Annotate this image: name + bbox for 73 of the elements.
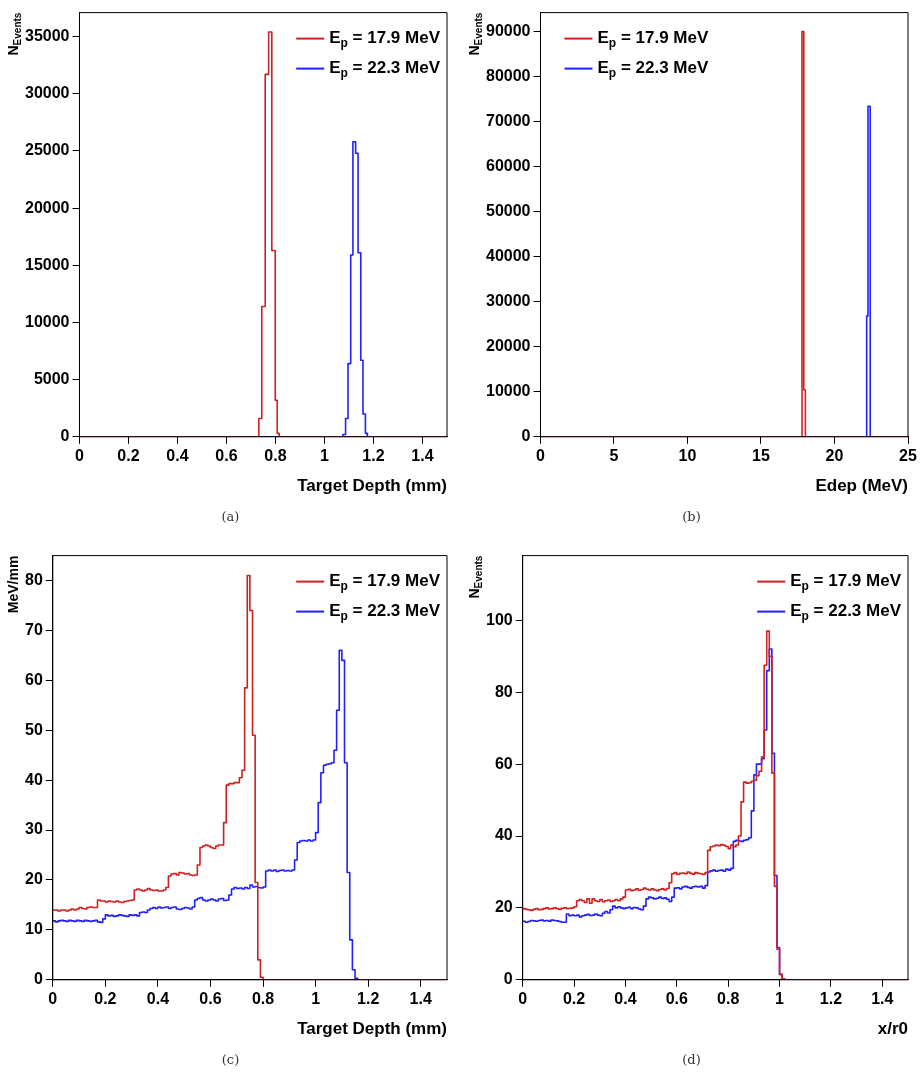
x-tick-label: 0 bbox=[75, 446, 85, 464]
y-tick-label: 80 bbox=[494, 682, 513, 700]
y-tick-label: 20000 bbox=[485, 337, 531, 355]
text: (d) bbox=[681, 1052, 702, 1067]
x-tick-label: 1 bbox=[775, 989, 785, 1007]
y-tick-label: 30 bbox=[25, 820, 43, 838]
x-tick-label: 1 bbox=[311, 989, 321, 1007]
y-tick-label: 25000 bbox=[24, 141, 70, 159]
y-tick-label: 0 bbox=[503, 970, 513, 988]
y-tick-label: 30000 bbox=[485, 292, 531, 310]
x-axis-title: Target Depth (mm) bbox=[297, 1019, 448, 1039]
x-tick-label: 1.2 bbox=[362, 446, 385, 464]
y-tick-label: 60 bbox=[494, 754, 513, 772]
y-tick-label: 60 bbox=[25, 670, 43, 688]
x-tick-label: 0.2 bbox=[94, 989, 117, 1007]
text: (a) bbox=[220, 509, 241, 524]
x-tick-label: 1.4 bbox=[411, 446, 434, 464]
y-tick-label: 5000 bbox=[33, 370, 70, 388]
y-tick-label: 80 bbox=[25, 570, 43, 588]
y-tick-label: 40000 bbox=[485, 247, 531, 265]
y-tick-label: 100 bbox=[485, 610, 513, 628]
x-tick-label: 0.6 bbox=[215, 446, 238, 464]
y-tick-label: 0 bbox=[33, 970, 43, 988]
y-tick-label: 40 bbox=[494, 826, 513, 844]
x-tick-label: 0.6 bbox=[199, 989, 222, 1007]
y-tick-label: 70000 bbox=[485, 111, 531, 129]
x-tick-label: 10 bbox=[678, 446, 697, 464]
x-tick-label: 1 bbox=[320, 446, 330, 464]
y-tick-label: 20 bbox=[25, 870, 43, 888]
x-axis-title: x/r0 bbox=[877, 1019, 908, 1039]
x-tick-label: 1.2 bbox=[357, 989, 380, 1007]
x-tick-label: 0.2 bbox=[117, 446, 140, 464]
x-tick-label: 1.4 bbox=[871, 989, 894, 1007]
y-tick-label: 20 bbox=[494, 898, 513, 916]
x-tick-label: 0.4 bbox=[614, 989, 637, 1007]
x-tick-label: 20 bbox=[825, 446, 844, 464]
y-tick-label: 10 bbox=[25, 920, 43, 938]
x-axis-title: Edep (MeV) bbox=[815, 476, 908, 496]
x-tick-label: 1.4 bbox=[409, 989, 432, 1007]
x-tick-label: 15 bbox=[752, 446, 770, 464]
text: (c) bbox=[220, 1052, 241, 1067]
y-tick-label: 80000 bbox=[485, 66, 531, 84]
x-tick-label: 0.4 bbox=[166, 446, 189, 464]
x-tick-label: 0.2 bbox=[562, 989, 586, 1007]
y-tick-label: 20000 bbox=[24, 198, 70, 216]
x-tick-label: 0.8 bbox=[264, 446, 287, 464]
y-axis-title: NEvents bbox=[465, 12, 485, 56]
x-tick-label: 0 bbox=[536, 446, 546, 464]
y-tick-label: 40 bbox=[25, 770, 43, 788]
y-tick-label: 90000 bbox=[485, 21, 531, 39]
x-tick-label: 0.8 bbox=[717, 989, 740, 1007]
y-tick-label: 50000 bbox=[485, 202, 531, 220]
x-tick-label: 25 bbox=[899, 446, 917, 464]
y-tick-label: 0 bbox=[521, 427, 531, 445]
x-tick-label: 0.6 bbox=[665, 989, 689, 1007]
y-tick-label: 15000 bbox=[24, 255, 70, 273]
y-tick-label: 30000 bbox=[24, 84, 70, 102]
y-tick-label: 60000 bbox=[485, 157, 531, 175]
y-tick-label: 50 bbox=[25, 720, 43, 738]
y-tick-label: 10000 bbox=[485, 382, 531, 400]
text: (b) bbox=[681, 509, 702, 524]
y-axis-title: NEvents bbox=[465, 555, 485, 599]
y-tick-label: 35000 bbox=[24, 27, 70, 45]
y-tick-label: 70 bbox=[25, 620, 43, 638]
x-tick-label: 1.2 bbox=[819, 989, 843, 1007]
y-tick-label: 0 bbox=[60, 427, 70, 445]
x-axis-title: Target Depth (mm) bbox=[297, 476, 448, 496]
y-axis-title: MeV/mm bbox=[4, 555, 21, 614]
x-tick-label: 0.8 bbox=[251, 989, 275, 1007]
y-tick-label: 10000 bbox=[24, 312, 70, 330]
x-tick-label: 5 bbox=[609, 446, 619, 464]
y-axis-title: NEvents bbox=[4, 12, 24, 56]
x-tick-label: 0.4 bbox=[146, 989, 170, 1007]
